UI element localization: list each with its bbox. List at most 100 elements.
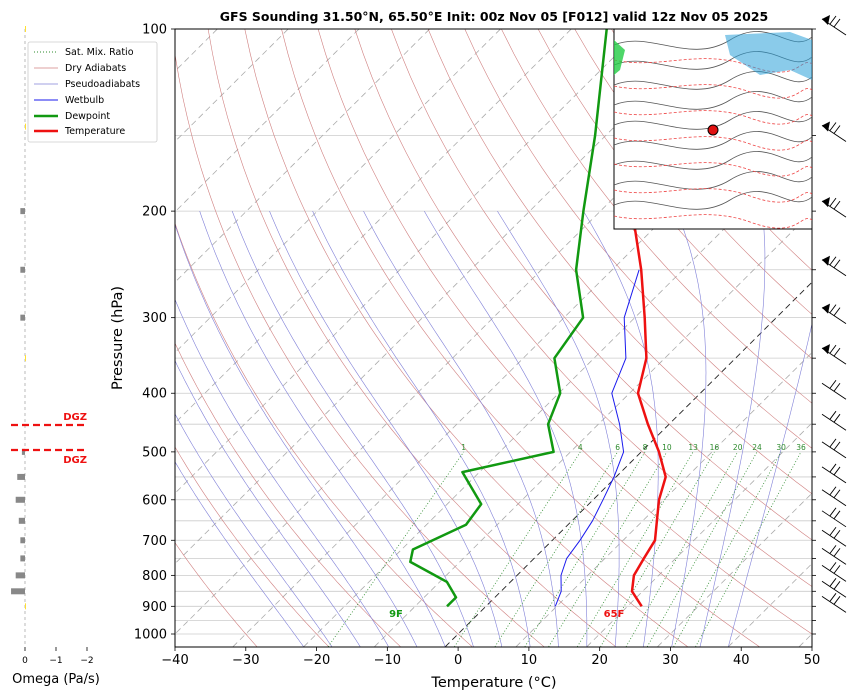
wind-barb xyxy=(821,486,847,507)
mixing-ratio-line xyxy=(548,451,668,647)
barb-flag xyxy=(822,344,830,355)
pseudoadiabat-line xyxy=(497,210,620,647)
dewpoint-line xyxy=(409,29,608,608)
dgz-upper-label: DGZ xyxy=(63,412,87,423)
barb-feather xyxy=(833,530,841,539)
wind-barb xyxy=(821,410,847,431)
dry-adiabat-line xyxy=(175,446,330,647)
barb-feather xyxy=(833,489,841,499)
barb-feather xyxy=(833,581,841,590)
pseudoadiabat-line xyxy=(175,298,389,647)
barb-feather xyxy=(829,545,837,554)
barb-feather xyxy=(829,593,837,602)
precip-area xyxy=(614,40,625,75)
omega-bar xyxy=(25,26,26,32)
barb-feather xyxy=(833,382,841,392)
omega-tick-label: −2 xyxy=(80,656,93,666)
y-tick-label: 1000 xyxy=(134,628,167,643)
dry-adiabat-line xyxy=(501,29,812,404)
location-marker xyxy=(707,124,719,136)
omega-tick-label: 0 xyxy=(22,656,28,666)
inset-map xyxy=(613,28,813,230)
y-tick-label: 900 xyxy=(142,600,167,615)
wind-barb xyxy=(821,344,847,365)
chart-title: GFS Sounding 31.50°N, 65.50°E Init: 00z … xyxy=(220,9,768,24)
wetbulb-line xyxy=(554,269,640,607)
legend-label-pseudo: Pseudoadiabats xyxy=(65,79,140,90)
pseudoadiabat-line xyxy=(175,223,418,647)
wind-barb xyxy=(821,121,847,142)
pseudoadiabat-line xyxy=(728,322,812,647)
barb-feather xyxy=(833,200,841,210)
dry-adiabat-line xyxy=(175,52,545,647)
barb-feather xyxy=(829,527,837,536)
pressure-contour xyxy=(614,111,812,130)
mixing-ratio-label: 1 xyxy=(461,443,466,452)
mixing-ratio-line xyxy=(673,451,782,647)
precip-area xyxy=(725,32,812,80)
wind-barb xyxy=(821,379,847,400)
mixing-ratio-line xyxy=(625,451,739,647)
axis-ticks: −40 −30 −20 −10 0 10 20 30 40 50 100 200 300 400 500 60… xyxy=(134,23,820,669)
barb-feather xyxy=(833,510,841,520)
y-tick-label: 300 xyxy=(142,311,167,326)
mixing-ratio-line xyxy=(646,451,758,647)
omega-bar xyxy=(20,208,25,215)
x-axis-label: Temperature (°C) xyxy=(430,675,556,691)
wind-barb xyxy=(821,463,847,484)
thickness-contour xyxy=(614,110,812,125)
dry-adiabat-line xyxy=(244,29,688,647)
x-tick-label: 0 xyxy=(454,653,462,668)
barb-feather xyxy=(829,578,837,587)
barb-feather xyxy=(829,410,837,420)
surface-temperature-label: 65F xyxy=(604,609,625,620)
legend-label-mixratio: Sat. Mix. Ratio xyxy=(65,47,134,58)
pseudoadiabat-line xyxy=(699,211,766,647)
wind-barb xyxy=(821,438,847,459)
dry-adiabat-line xyxy=(317,29,812,635)
y-tick-label: 700 xyxy=(142,534,167,549)
thickness-contour xyxy=(614,84,812,99)
isotherm-line xyxy=(175,29,430,283)
isotherm-line xyxy=(175,29,501,354)
mixing-ratio-label: 6 xyxy=(615,443,620,452)
wind-barb xyxy=(821,562,847,582)
isotherm-line xyxy=(175,29,572,424)
pressure-contour xyxy=(614,171,812,190)
mixing-ratio-line xyxy=(524,451,646,647)
barb-feather xyxy=(833,548,841,557)
isotherm-line xyxy=(175,29,643,494)
y-tick-label: 600 xyxy=(142,493,167,508)
omega-bar xyxy=(11,588,25,595)
dry-adiabat-line xyxy=(175,342,401,647)
pressure-contour xyxy=(614,71,812,90)
barb-feather xyxy=(833,466,841,476)
wind-barb xyxy=(821,578,847,598)
wind-barb xyxy=(821,527,847,547)
barb-feather xyxy=(829,379,837,389)
x-tick-label: 40 xyxy=(733,653,750,668)
thickness-contour xyxy=(614,214,812,229)
mixing-ratio-line xyxy=(695,451,802,647)
y-tick-label: 400 xyxy=(142,387,167,402)
omega-bar xyxy=(20,555,25,562)
x-tick-label: 20 xyxy=(591,653,608,668)
x-tick-label: −40 xyxy=(161,653,188,668)
dry-adiabat-line xyxy=(281,29,760,647)
dry-adiabat-line xyxy=(354,29,812,587)
omega-bars xyxy=(11,26,26,610)
omega-bar xyxy=(25,123,26,130)
barb-flag xyxy=(822,15,830,25)
barb-feather xyxy=(829,344,837,354)
x-tick-label: 30 xyxy=(662,653,679,668)
pseudoadiabat-line xyxy=(671,210,707,647)
barb-feather xyxy=(829,122,837,131)
x-tick-label: 10 xyxy=(521,653,538,668)
barb-feather xyxy=(833,347,841,357)
barb-feather xyxy=(829,507,837,517)
barb-feather xyxy=(833,307,841,316)
legend: Sat. Mix. Ratio Dry Adiabats Pseudoadiab… xyxy=(27,41,158,143)
pressure-contour xyxy=(614,91,812,110)
